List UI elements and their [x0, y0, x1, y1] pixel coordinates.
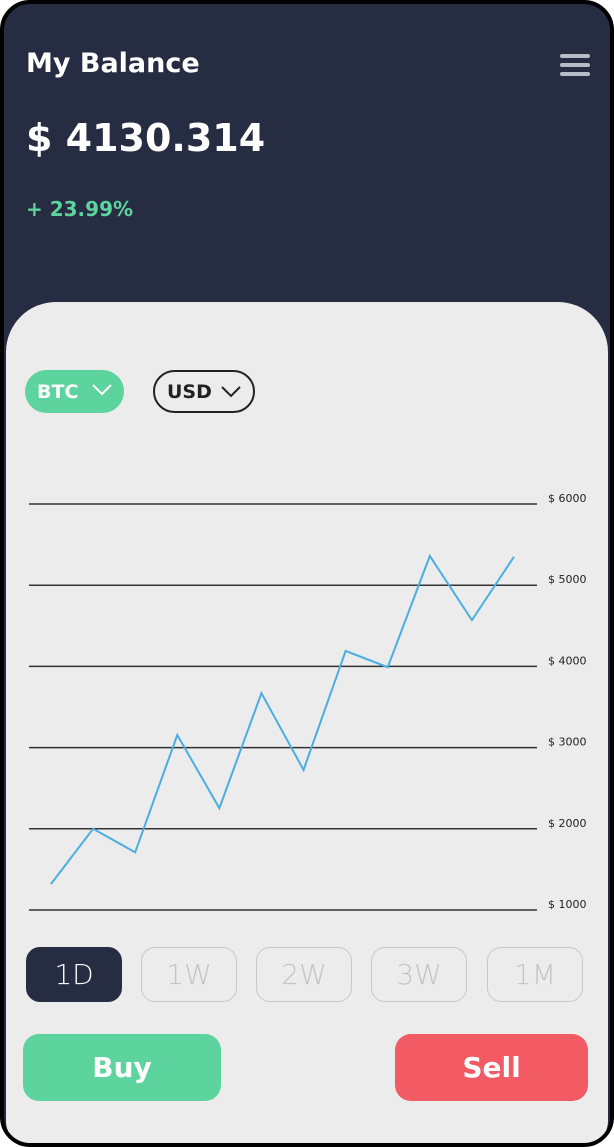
- sell-button[interactable]: Sell: [395, 1034, 588, 1101]
- y-tick-label: $ 4000: [548, 654, 587, 667]
- range-tab[interactable]: 3W: [371, 947, 467, 1002]
- panel: [6, 302, 608, 1143]
- balance-change: + 23.99%: [26, 197, 134, 221]
- y-tick-label: $ 5000: [548, 573, 587, 586]
- range-tab[interactable]: 1M: [487, 947, 583, 1002]
- coin-label: BTC: [37, 380, 79, 403]
- y-tick-label: $ 1000: [548, 898, 587, 911]
- y-tick-label: $ 6000: [548, 492, 587, 505]
- price-line: [50, 553, 515, 885]
- y-tick-label: $ 3000: [548, 736, 587, 749]
- coin-selector[interactable]: BTC: [25, 370, 124, 413]
- buy-button[interactable]: Buy: [23, 1034, 221, 1101]
- currency-selector[interactable]: USD: [153, 370, 255, 413]
- range-tab[interactable]: 1W: [141, 947, 237, 1002]
- range-tab[interactable]: 2W: [256, 947, 352, 1002]
- chart: $ 1000 $ 2000 $ 3000 $ 4000 $ 5000 $ 6000: [29, 492, 587, 911]
- page-title: My Balance: [26, 48, 200, 79]
- menu-button[interactable]: [560, 54, 590, 80]
- currency-label: USD: [167, 380, 212, 403]
- y-tick-label: $ 2000: [548, 817, 587, 830]
- range-tab[interactable]: 1D: [26, 947, 122, 1002]
- balance: $ 4130.314: [26, 116, 266, 160]
